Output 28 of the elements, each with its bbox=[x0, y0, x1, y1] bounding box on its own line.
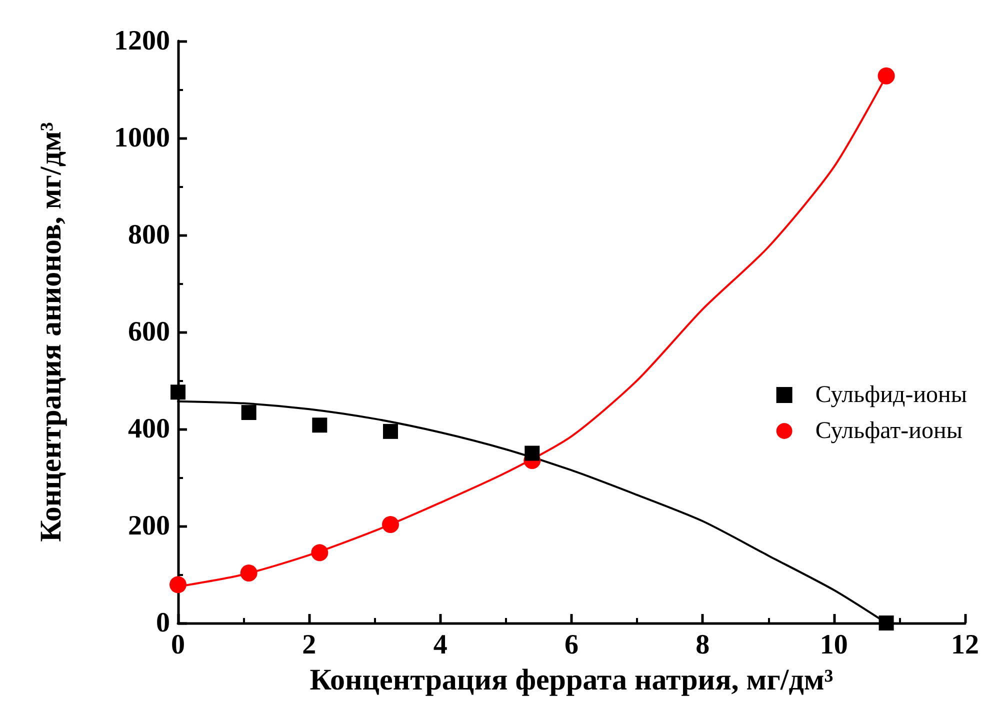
x-tick-label: 6 bbox=[564, 630, 578, 660]
y-tick-label: 800 bbox=[128, 220, 170, 250]
y-tick-label: 600 bbox=[128, 316, 170, 348]
y-tick-label: 400 bbox=[128, 414, 170, 444]
y-tick-label: 0 bbox=[156, 608, 170, 638]
y-tick-label: 1000 bbox=[114, 122, 170, 154]
legend-label: Сульфид-ионы bbox=[815, 382, 967, 408]
legend-label: Сульфат-ионы bbox=[815, 418, 962, 444]
x-tick-label: 12 bbox=[951, 630, 979, 660]
x-tick-label: 4 bbox=[433, 630, 448, 660]
x-axis-title: Концентрация феррата натрия, мг/дм³ bbox=[310, 664, 834, 696]
point bbox=[524, 446, 540, 461]
y-axis-title: Концентрация анионов, мг/дм³ bbox=[34, 122, 68, 542]
point bbox=[312, 418, 328, 433]
x-tick-label: 2 bbox=[302, 630, 316, 660]
point bbox=[170, 576, 186, 594]
point bbox=[311, 544, 328, 562]
point bbox=[382, 516, 399, 534]
x-tick-label: 8 bbox=[696, 630, 710, 660]
point bbox=[241, 405, 256, 420]
y-tick-label: 1200 bbox=[114, 26, 170, 56]
point bbox=[878, 616, 894, 630]
point bbox=[878, 67, 895, 84]
point bbox=[382, 424, 398, 439]
point bbox=[170, 384, 186, 400]
y-tick-label: 200 bbox=[128, 510, 170, 542]
x-tick-label: 10 bbox=[820, 630, 848, 660]
point bbox=[240, 564, 258, 582]
